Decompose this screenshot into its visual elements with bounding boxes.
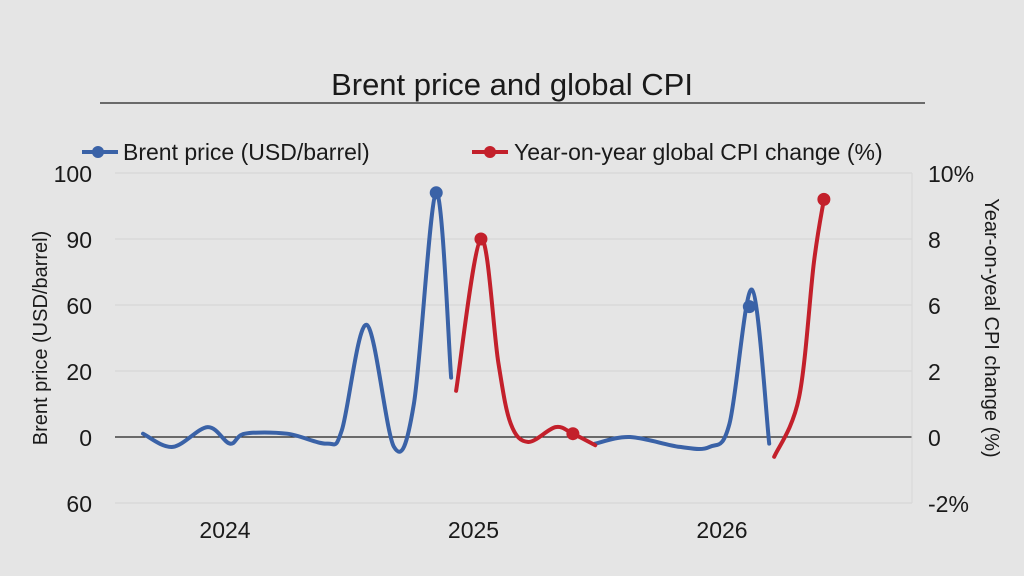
y-left-tick-label: 60 xyxy=(66,293,92,319)
legend-item-brent[interactable]: Brent price (USD/barrel) xyxy=(82,139,370,165)
series-markers xyxy=(429,186,831,441)
y-left-tick-label: 60 xyxy=(66,491,92,517)
brent-marker xyxy=(742,300,756,314)
cpi-marker xyxy=(566,427,580,441)
y-left-tick-label: 20 xyxy=(66,359,92,385)
y-right-tick-label: 8 xyxy=(928,227,941,253)
legend-label-brent: Brent price (USD/barrel) xyxy=(123,139,370,165)
cpi-line-segment xyxy=(454,236,598,448)
y-axis-right-label: Year-on-yeal CPI change (%) xyxy=(980,198,1002,457)
brent-line-segment xyxy=(140,190,454,454)
y-right-tick-label: 2 xyxy=(928,359,941,385)
y-axis-right-ticks: -2% 0 2 6 8 10% xyxy=(928,161,974,517)
chart-title: Brent price and global CPI xyxy=(331,67,693,102)
gridlines xyxy=(115,172,913,504)
x-tick-label: 2026 xyxy=(696,517,747,543)
y-right-tick-label: 10% xyxy=(928,161,974,187)
y-right-tick-label: 6 xyxy=(928,293,941,319)
y-axis-left-label: Brent price (USD/barrel) xyxy=(30,231,52,446)
x-tick-label: 2025 xyxy=(448,517,499,543)
cpi-marker xyxy=(474,232,488,246)
cpi-marker xyxy=(817,192,831,206)
series-lines xyxy=(140,190,826,459)
legend: Brent price (USD/barrel) Year-on-year gl… xyxy=(82,139,883,165)
legend-label-cpi: Year-on-year global CPI change (%) xyxy=(514,139,883,165)
y-left-tick-label: 90 xyxy=(66,227,92,253)
legend-marker-brent xyxy=(92,146,104,158)
y-left-tick-label: 100 xyxy=(54,161,92,187)
legend-marker-cpi xyxy=(484,146,496,158)
brent-line-segment xyxy=(593,287,772,452)
x-tick-label: 2024 xyxy=(199,517,250,543)
legend-item-cpi[interactable]: Year-on-year global CPI change (%) xyxy=(472,139,883,165)
x-axis-ticks: 2024 2025 2026 xyxy=(199,517,747,543)
y-left-tick-label: 0 xyxy=(79,425,92,451)
cpi-line-segment xyxy=(772,197,826,459)
y-right-tick-label: -2% xyxy=(928,491,969,517)
brent-marker xyxy=(429,186,443,200)
y-right-tick-label: 0 xyxy=(928,425,941,451)
y-axis-left-ticks: 60 0 20 60 90 100 xyxy=(54,161,92,517)
